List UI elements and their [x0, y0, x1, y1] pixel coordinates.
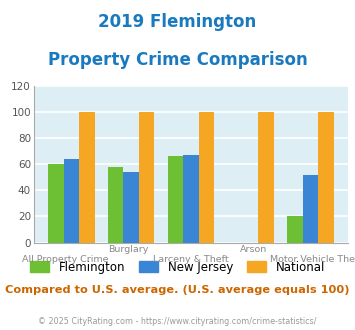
- Legend: Flemington, New Jersey, National: Flemington, New Jersey, National: [30, 261, 325, 274]
- Bar: [168, 156, 183, 243]
- Bar: [302, 175, 318, 243]
- Text: 2019 Flemington: 2019 Flemington: [98, 13, 257, 31]
- Text: All Property Crime: All Property Crime: [22, 255, 108, 264]
- Text: Arson: Arson: [240, 245, 267, 254]
- Bar: [48, 164, 64, 243]
- Bar: [108, 167, 123, 243]
- Bar: [198, 112, 214, 243]
- Bar: [139, 112, 154, 243]
- Text: © 2025 CityRating.com - https://www.cityrating.com/crime-statistics/: © 2025 CityRating.com - https://www.city…: [38, 317, 317, 326]
- Text: Burglary: Burglary: [108, 245, 148, 254]
- Text: Property Crime Comparison: Property Crime Comparison: [48, 51, 307, 69]
- Bar: [123, 172, 139, 243]
- Text: Compared to U.S. average. (U.S. average equals 100): Compared to U.S. average. (U.S. average …: [5, 285, 350, 295]
- Text: Larceny & Theft: Larceny & Theft: [153, 255, 229, 264]
- Bar: [79, 112, 95, 243]
- Bar: [318, 112, 334, 243]
- Bar: [183, 155, 198, 243]
- Bar: [287, 216, 302, 243]
- Bar: [258, 112, 274, 243]
- Text: Motor Vehicle Theft: Motor Vehicle Theft: [271, 255, 355, 264]
- Bar: [64, 159, 79, 243]
